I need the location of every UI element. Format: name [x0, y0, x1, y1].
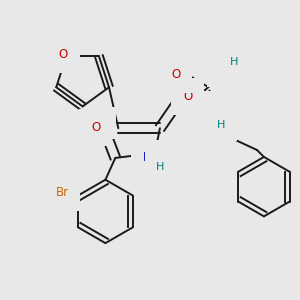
Text: O: O	[59, 48, 68, 61]
Text: H: H	[230, 57, 238, 67]
Text: O: O	[183, 90, 192, 103]
Text: H: H	[156, 162, 164, 172]
Text: Br: Br	[56, 186, 69, 199]
Text: H: H	[96, 118, 105, 128]
Text: O: O	[171, 68, 180, 81]
Text: N: N	[213, 103, 222, 116]
Text: N: N	[143, 152, 152, 164]
Text: O: O	[219, 62, 228, 75]
Text: H: H	[217, 120, 226, 130]
Text: H: H	[225, 112, 233, 122]
Text: O: O	[91, 121, 100, 134]
